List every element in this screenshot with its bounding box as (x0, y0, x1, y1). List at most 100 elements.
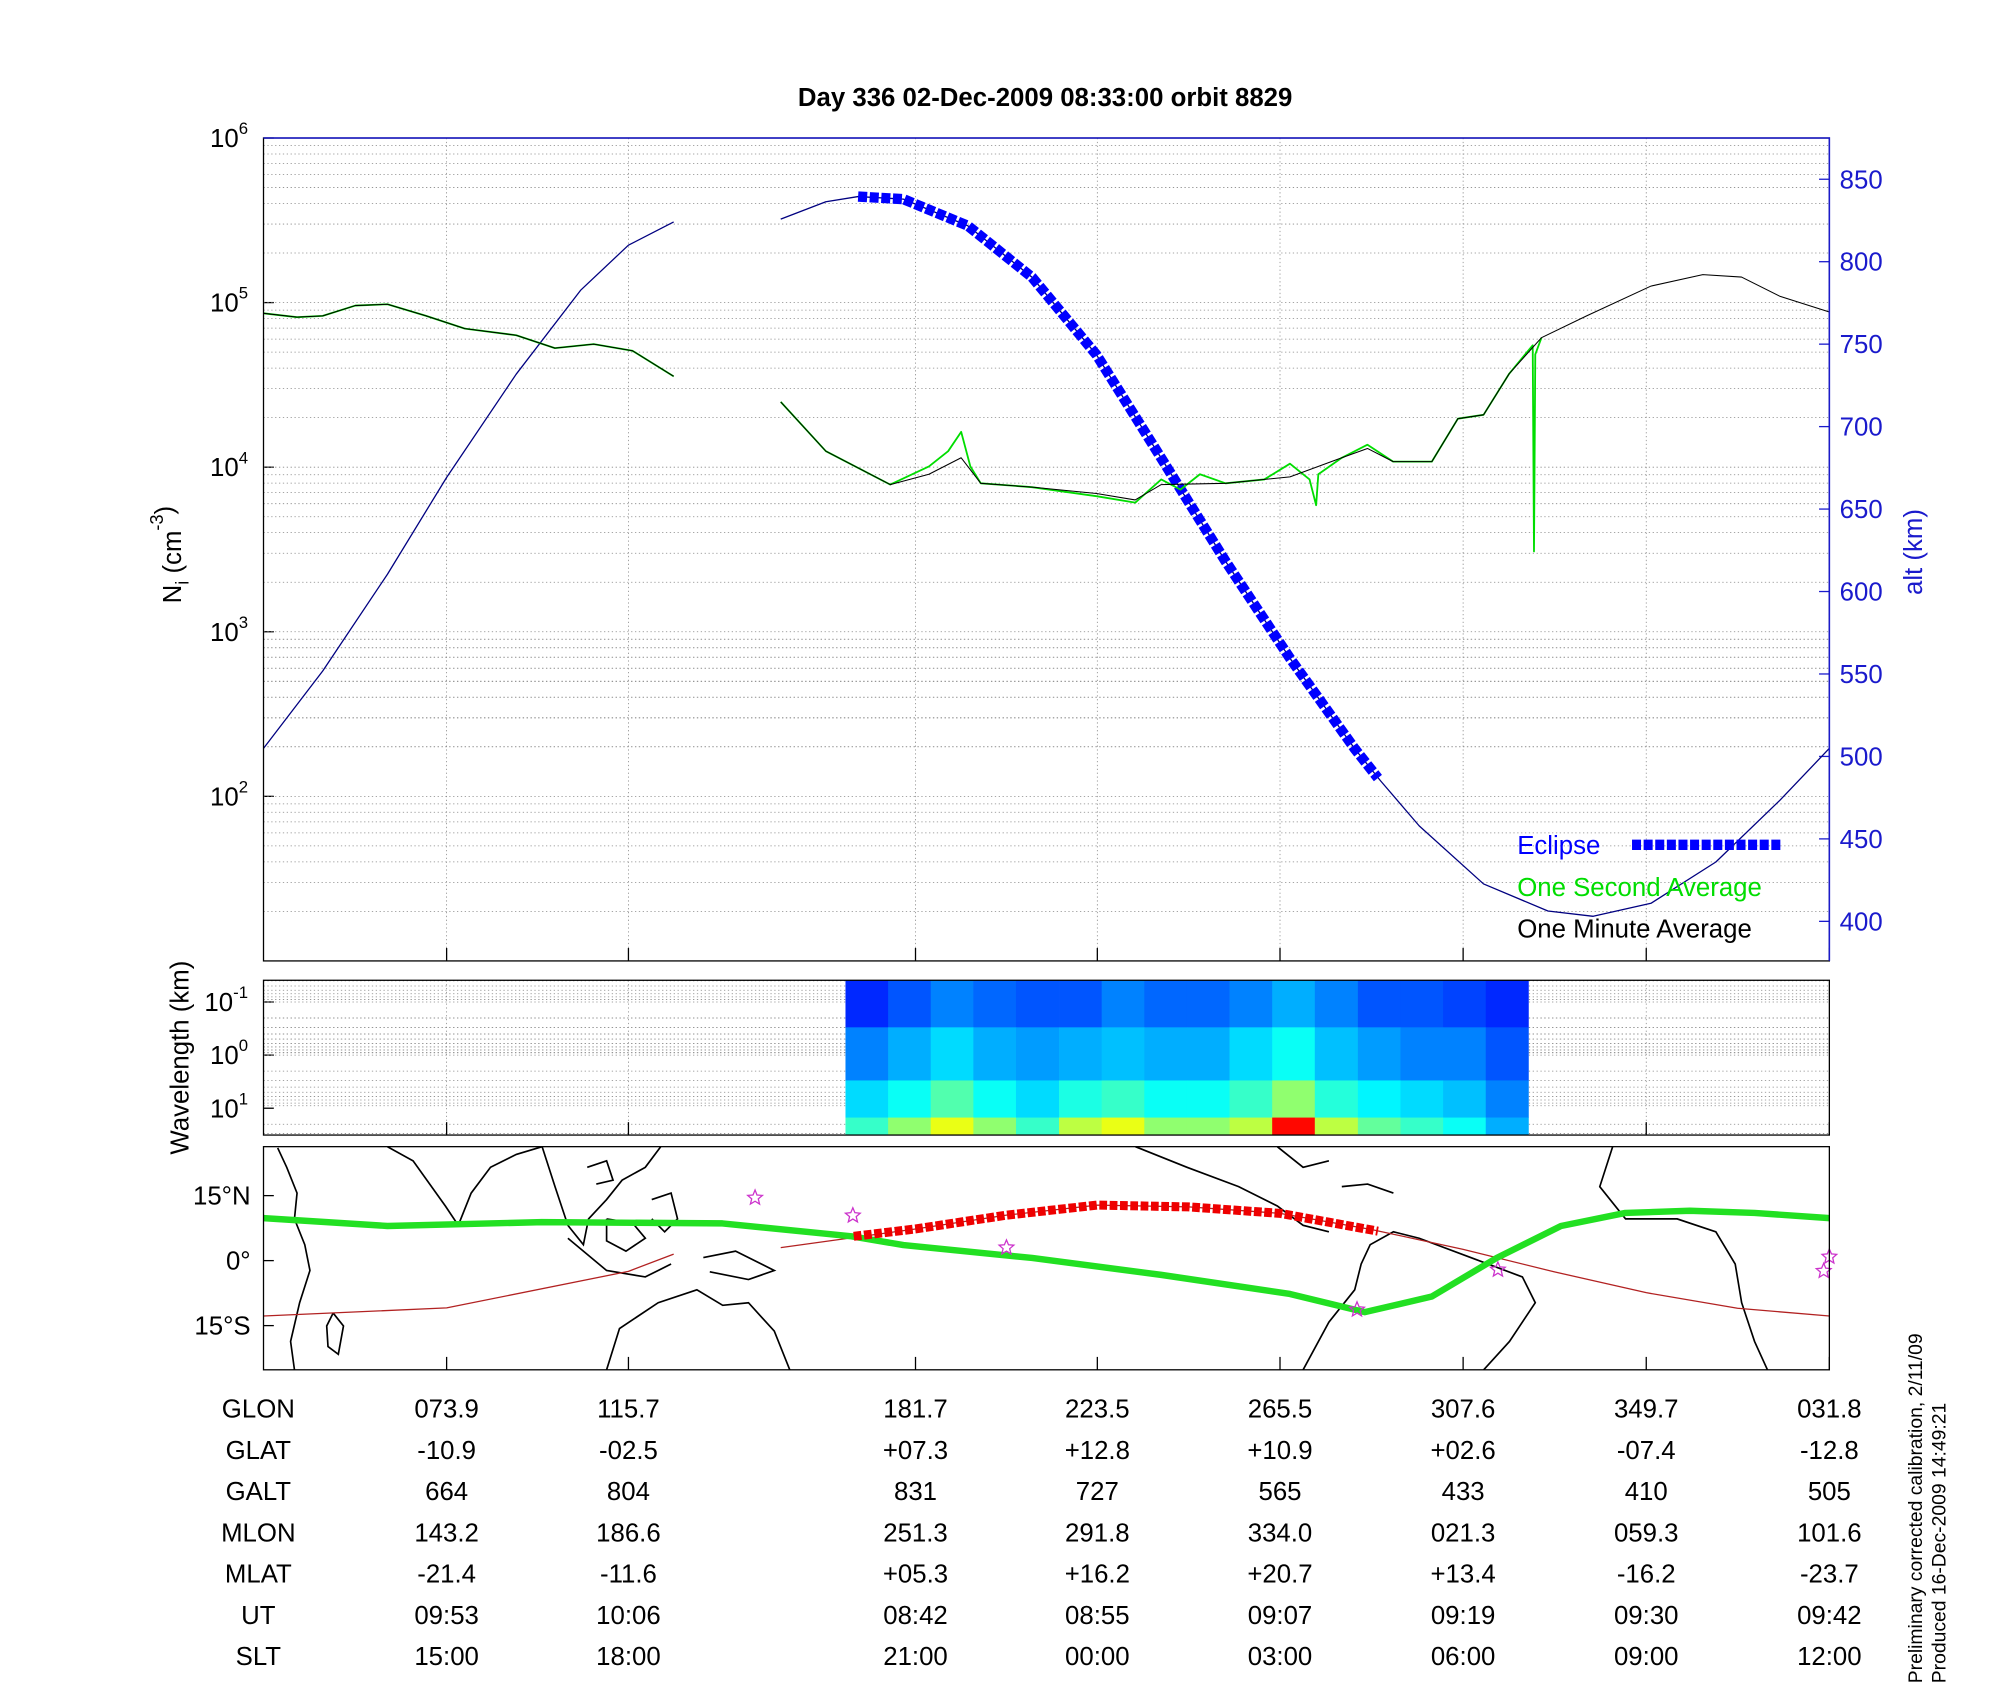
heatmap-cell (1272, 1080, 1316, 1118)
heatmap-cell (1400, 1080, 1444, 1118)
tick-exponent: 2 (239, 777, 248, 796)
label-part: -3 (147, 515, 167, 531)
table-cell: 664 (425, 1478, 468, 1506)
heatmap-cell (1059, 980, 1103, 1028)
y2-tick-label: 650 (1840, 496, 1883, 524)
heatmap-cell (1485, 1027, 1529, 1081)
table-cell: +07.3 (883, 1437, 948, 1465)
table-cell: -10.9 (417, 1437, 476, 1465)
table-cell: 181.7 (883, 1396, 948, 1424)
heatmap-cell (1400, 1117, 1444, 1136)
y2-tick-label: 600 (1840, 579, 1883, 607)
y-tick-label: 15°N (193, 1183, 251, 1211)
heatmap-cell (1229, 1027, 1273, 1081)
label-part: i (173, 581, 193, 585)
heatmap-cell (973, 1080, 1017, 1118)
heatmap-cell (845, 1027, 889, 1081)
tick-exponent: 6 (239, 119, 248, 138)
star-marker (843, 1206, 862, 1224)
table-cell: +13.4 (1431, 1561, 1496, 1589)
heatmap-cell (1101, 980, 1145, 1028)
y2-tick-label: 800 (1840, 249, 1883, 277)
table-cell: 265.5 (1248, 1396, 1313, 1424)
heatmap-cell (888, 1080, 932, 1118)
table-cell: 727 (1076, 1478, 1119, 1506)
row-label: MLAT (225, 1561, 292, 1589)
heatmap-cell (1314, 1027, 1359, 1081)
table-cell: 410 (1625, 1478, 1668, 1506)
table-cell: 021.3 (1431, 1519, 1496, 1547)
y2-tick-label: 400 (1840, 908, 1883, 936)
tick-base: 10 (210, 619, 239, 647)
table-cell: 291.8 (1065, 1519, 1130, 1547)
heatmap-cell (1485, 1080, 1529, 1118)
series-line (857, 191, 1382, 782)
table-cell: 073.9 (414, 1396, 479, 1424)
y2-tick-label: 450 (1840, 826, 1883, 854)
star-marker (1488, 1260, 1507, 1278)
plot-frame (262, 979, 1831, 1136)
table-cell: +20.7 (1247, 1561, 1312, 1589)
legend-label: One Second Average (1517, 874, 1762, 902)
tick-exponent: 3 (239, 613, 248, 632)
heatmap-cell (1059, 1080, 1103, 1118)
heatmap-cell (1272, 1117, 1316, 1136)
star-marker (997, 1238, 1016, 1256)
row-label: MLON (221, 1519, 295, 1547)
heatmap-cell (1186, 980, 1230, 1028)
footer-note: Preliminary corrected calibration, 2/11/… (1905, 1333, 1927, 1683)
row-label: SLT (236, 1643, 282, 1671)
tick-base: 10 (210, 454, 239, 482)
table-cell: 349.7 (1614, 1396, 1679, 1424)
heatmap-cell (1443, 1080, 1487, 1118)
row-label: UT (241, 1602, 276, 1630)
y-tick-label: 100 (210, 1036, 248, 1070)
table-cell: 804 (607, 1478, 650, 1506)
tick-exponent: 5 (239, 284, 248, 303)
star-marker (746, 1188, 765, 1206)
table-cell: 10:06 (596, 1602, 661, 1630)
table-cell: 186.6 (596, 1519, 661, 1547)
heatmap-cell (1400, 980, 1444, 1028)
heatmap-cell (1443, 1117, 1487, 1136)
table-cell: +05.3 (883, 1561, 948, 1589)
table-cell: 505 (1808, 1478, 1851, 1506)
plot-frame-blue (263, 137, 1831, 961)
table-cell: 09:42 (1797, 1602, 1862, 1630)
table-cell: 08:42 (883, 1602, 948, 1630)
tick-base: 10 (210, 783, 239, 811)
table-cell: 09:00 (1614, 1643, 1679, 1671)
tick-exponent: 0 (239, 1036, 248, 1055)
heatmap-cell (1485, 980, 1529, 1028)
y2-tick-label: 500 (1840, 743, 1883, 771)
y-tick-label: 0° (226, 1248, 251, 1276)
heatmap-cell (1314, 1117, 1359, 1136)
table-cell: 09:30 (1614, 1602, 1679, 1630)
table-cell: +10.9 (1247, 1437, 1312, 1465)
table-cell: +02.6 (1431, 1437, 1496, 1465)
y-tick-label: 104 (210, 448, 248, 482)
heatmap-cell (1015, 1117, 1060, 1136)
table-cell: 565 (1258, 1478, 1301, 1506)
heatmap-cell (1059, 1117, 1103, 1136)
heatmap-cell (1101, 1027, 1145, 1081)
heatmap-cell (888, 980, 932, 1028)
heatmap-cell (888, 1117, 932, 1136)
y-tick-label: 102 (210, 777, 248, 811)
heatmap-cell (1186, 1027, 1230, 1081)
heatmap-cell (1400, 1027, 1444, 1081)
heatmap-cell (930, 980, 974, 1028)
table-cell: -07.4 (1617, 1437, 1676, 1465)
series-line (853, 1200, 1379, 1241)
heatmap-cell (1144, 1117, 1188, 1136)
heatmap-cell (1059, 1027, 1103, 1081)
y-axis-label: Ni (cm-3) (147, 506, 193, 603)
heatmap-cell (1443, 980, 1487, 1028)
plot-frame (262, 1146, 1831, 1371)
y2-axis-label: alt (km) (1900, 509, 1928, 595)
row-label: GLAT (226, 1437, 292, 1465)
heatmap-cell (1229, 1117, 1273, 1136)
y2-tick-label: 700 (1840, 414, 1883, 442)
heatmap-cell (973, 1117, 1017, 1136)
table-cell: -21.4 (417, 1561, 476, 1589)
